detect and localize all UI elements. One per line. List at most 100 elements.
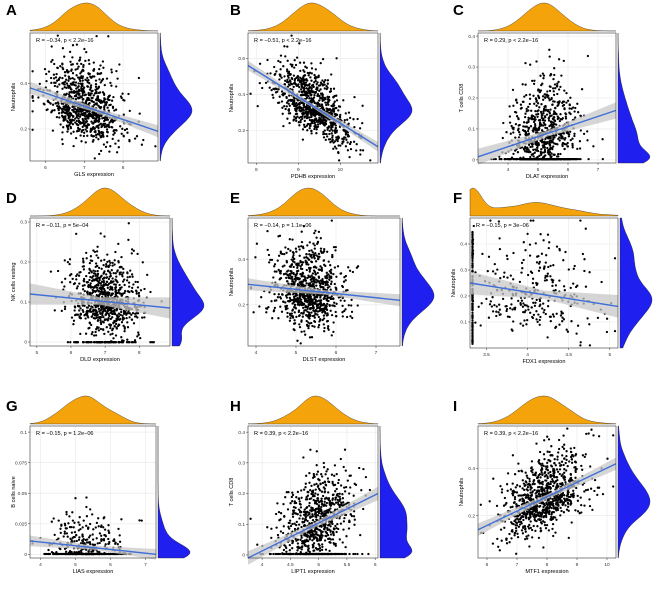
data-point	[299, 273, 302, 276]
top-density	[247, 2, 379, 32]
data-point	[570, 320, 573, 323]
data-point	[97, 280, 101, 284]
data-point	[82, 88, 85, 91]
data-point	[84, 128, 87, 131]
data-point	[578, 147, 582, 150]
data-point	[592, 145, 595, 148]
data-point	[109, 333, 112, 336]
data-point	[343, 299, 346, 302]
data-point	[322, 117, 325, 120]
data-point	[273, 270, 276, 273]
data-point	[107, 318, 110, 321]
data-point	[555, 245, 559, 248]
data-point	[321, 106, 325, 110]
data-point	[512, 320, 515, 323]
data-point	[332, 141, 335, 144]
data-point	[285, 105, 288, 108]
data-point	[542, 141, 545, 144]
data-point	[295, 250, 298, 253]
data-point	[353, 125, 356, 129]
data-point	[302, 81, 306, 84]
data-point	[523, 319, 526, 322]
data-point	[538, 106, 541, 109]
data-point	[535, 318, 538, 321]
data-point	[97, 116, 101, 119]
data-point	[281, 252, 284, 256]
data-point	[328, 99, 331, 102]
data-point	[273, 65, 276, 69]
data-point	[532, 120, 536, 124]
data-point	[538, 154, 541, 157]
data-point	[323, 250, 326, 253]
data-point	[319, 237, 322, 240]
data-point	[349, 141, 352, 144]
data-point	[277, 88, 280, 91]
data-point	[324, 121, 327, 124]
data-point	[97, 124, 100, 127]
data-point	[81, 121, 85, 125]
data-point	[525, 304, 528, 307]
data-point	[314, 68, 317, 71]
data-point	[68, 114, 72, 117]
data-point	[106, 253, 109, 256]
data-point	[583, 258, 586, 261]
data-point	[285, 251, 288, 254]
data-point	[605, 317, 609, 320]
data-point	[330, 132, 333, 135]
data-point	[71, 56, 74, 59]
data-point	[74, 98, 78, 101]
data-point	[328, 132, 331, 136]
x-axis-label: DLD expression	[80, 357, 120, 363]
data-point	[565, 328, 568, 331]
y-tick-label: 0.6	[238, 56, 245, 62]
data-point	[331, 304, 334, 307]
data-point	[327, 103, 330, 106]
data-point	[347, 111, 351, 114]
data-point	[90, 332, 93, 336]
data-point	[74, 121, 77, 124]
data-point	[549, 319, 552, 323]
data-point	[88, 88, 92, 91]
data-point	[322, 136, 326, 139]
data-point	[503, 157, 507, 161]
data-point	[301, 267, 304, 271]
data-point	[524, 145, 527, 149]
data-point	[534, 301, 537, 304]
data-point	[55, 72, 58, 76]
data-point	[310, 311, 313, 314]
data-point	[137, 331, 140, 334]
data-point	[81, 79, 84, 82]
data-point	[573, 132, 576, 135]
data-point	[82, 341, 85, 344]
data-point	[296, 339, 299, 342]
data-point	[317, 118, 320, 122]
data-point	[88, 113, 91, 116]
data-point	[315, 119, 318, 122]
data-point	[535, 281, 538, 285]
data-point	[318, 116, 321, 119]
data-point	[565, 91, 568, 95]
data-point	[545, 157, 548, 161]
data-point	[71, 115, 75, 118]
data-point	[536, 110, 539, 113]
data-point	[265, 307, 269, 310]
data-point	[87, 78, 90, 82]
data-point	[293, 99, 296, 102]
data-point	[317, 75, 320, 79]
data-point	[311, 272, 315, 275]
data-point	[499, 276, 502, 280]
data-point	[535, 143, 539, 146]
data-point	[103, 341, 106, 344]
data-point	[106, 260, 109, 264]
right-density	[379, 32, 413, 164]
data-point	[69, 120, 72, 123]
data-point	[31, 70, 34, 73]
data-point	[605, 330, 609, 334]
data-point	[313, 244, 316, 247]
data-point	[128, 316, 131, 319]
data-point	[553, 157, 556, 161]
data-point	[309, 109, 313, 112]
data-point	[112, 337, 115, 340]
